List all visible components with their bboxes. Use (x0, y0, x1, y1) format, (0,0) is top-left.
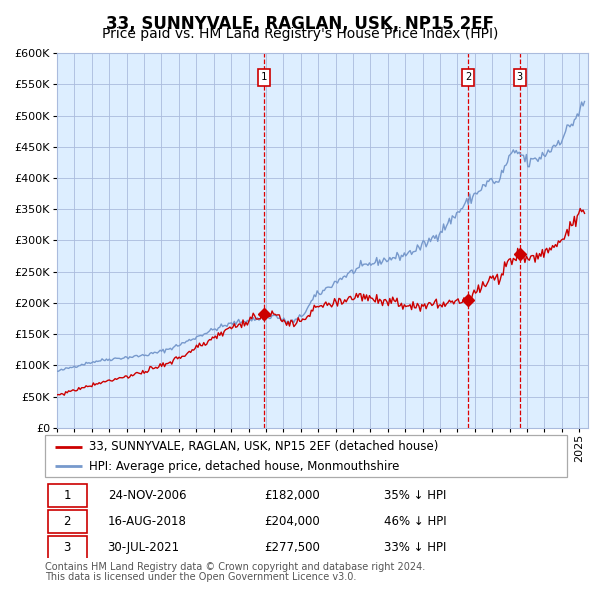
Text: 24-NOV-2006: 24-NOV-2006 (107, 489, 186, 502)
Text: HPI: Average price, detached house, Monmouthshire: HPI: Average price, detached house, Monm… (89, 460, 400, 473)
Text: 33, SUNNYVALE, RAGLAN, USK, NP15 2EF: 33, SUNNYVALE, RAGLAN, USK, NP15 2EF (106, 15, 494, 33)
Text: 3: 3 (63, 541, 71, 554)
Text: 46% ↓ HPI: 46% ↓ HPI (385, 515, 447, 528)
Text: £277,500: £277,500 (264, 541, 320, 554)
Text: Contains HM Land Registry data © Crown copyright and database right 2024.: Contains HM Land Registry data © Crown c… (45, 562, 425, 572)
FancyBboxPatch shape (47, 510, 87, 533)
Text: Price paid vs. HM Land Registry's House Price Index (HPI): Price paid vs. HM Land Registry's House … (102, 27, 498, 41)
Text: This data is licensed under the Open Government Licence v3.0.: This data is licensed under the Open Gov… (45, 572, 356, 582)
Text: 2: 2 (465, 73, 472, 83)
Text: £204,000: £204,000 (264, 515, 320, 528)
Text: £182,000: £182,000 (264, 489, 320, 502)
Text: 16-AUG-2018: 16-AUG-2018 (107, 515, 187, 528)
FancyBboxPatch shape (47, 484, 87, 507)
Text: 35% ↓ HPI: 35% ↓ HPI (385, 489, 446, 502)
Text: 1: 1 (63, 489, 71, 502)
FancyBboxPatch shape (47, 536, 87, 559)
Text: 33, SUNNYVALE, RAGLAN, USK, NP15 2EF (detached house): 33, SUNNYVALE, RAGLAN, USK, NP15 2EF (de… (89, 441, 439, 454)
Text: 3: 3 (517, 73, 523, 83)
Text: 30-JUL-2021: 30-JUL-2021 (107, 541, 180, 554)
Text: 2: 2 (63, 515, 71, 528)
Text: 33% ↓ HPI: 33% ↓ HPI (385, 541, 446, 554)
Text: 1: 1 (261, 73, 268, 83)
